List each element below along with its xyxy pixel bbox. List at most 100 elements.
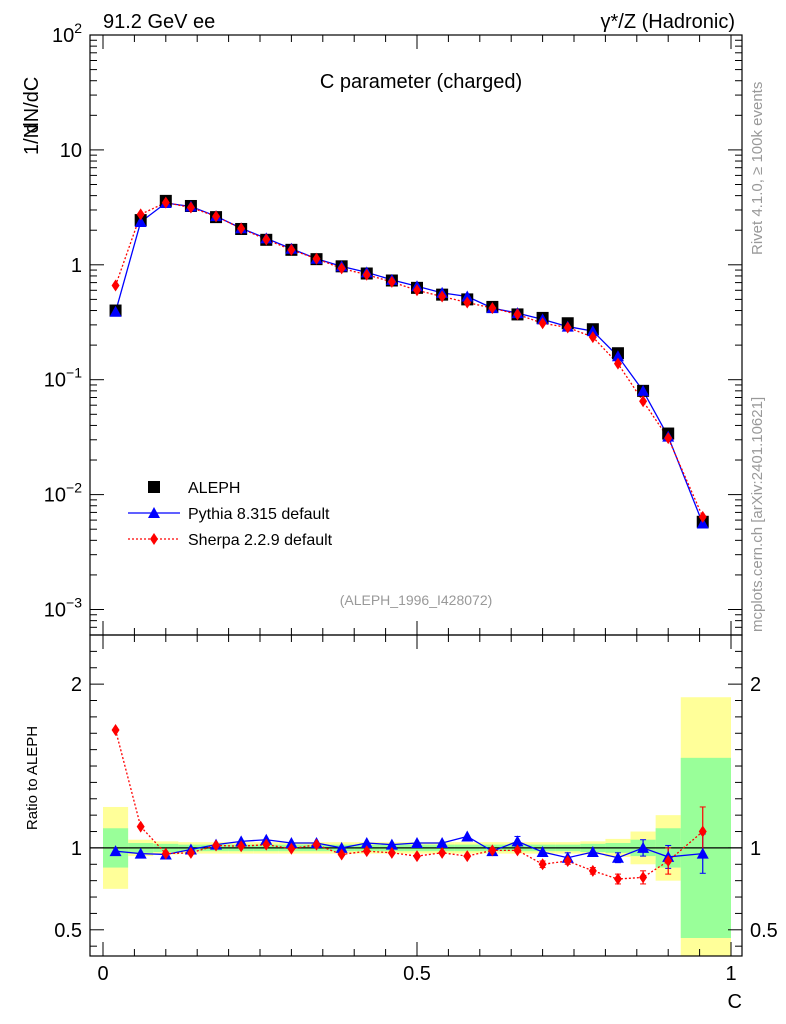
ratio-plot: 0.5 0.5 1 1 2 2 0 0.5 1 <box>54 634 778 985</box>
main-point-s2-11 <box>387 275 396 288</box>
ratio-point-s1-3 <box>186 846 195 859</box>
main-point-s2-6 <box>262 233 271 246</box>
main-point-s2-2 <box>161 196 170 209</box>
main-point-s2-12 <box>413 284 421 297</box>
ratio-point-s1-7 <box>287 842 296 855</box>
main-point-s1-23 <box>696 517 709 529</box>
main-ylabel-inv-n: 1/N <box>21 124 43 155</box>
main-point-s2-9 <box>337 262 346 275</box>
main-point-s2-19 <box>588 331 597 344</box>
main-ytick-label: 10−3 <box>44 595 82 622</box>
ratio-point-s1-18 <box>563 855 572 868</box>
ratio-point-s0-0 <box>109 845 122 857</box>
ratio-point-s0-9 <box>335 841 348 853</box>
header-left: 91.2 GeV ee <box>103 11 215 33</box>
rivet-label: Rivet 4.1.0, ≥ 100k events <box>749 82 766 255</box>
ratio-point-s1-21 <box>639 871 648 884</box>
legend-label-1: Pythia 8.315 default <box>188 506 330 523</box>
ratio-point-s1-23 <box>698 825 707 838</box>
ratio-point-s1-13 <box>438 846 447 859</box>
main-point-s2-14 <box>463 296 472 309</box>
ratio-point-s1-22 <box>664 855 673 868</box>
main-ytick-label: 1 <box>71 255 82 277</box>
ratio-ytick-label-left: 1 <box>71 838 82 860</box>
ratio-point-s0-14 <box>461 830 474 842</box>
main-marks <box>109 194 709 529</box>
main-point-s2-4 <box>212 210 221 223</box>
main-line-2 <box>114 201 704 518</box>
ratio-xtick-label: 1 <box>725 963 736 985</box>
ratio-point-s1-2 <box>161 847 170 860</box>
ratio-point-s1-9 <box>337 848 346 861</box>
ratio-ylabel: Ratio to ALEPH <box>24 726 41 830</box>
legend: ALEPH Pythia 8.315 default Sherpa 2.2.9 de… <box>128 480 333 549</box>
main-point-s1-19 <box>586 325 599 337</box>
main-point-s2-7 <box>287 243 296 256</box>
ratio-point-s0-17 <box>536 846 549 858</box>
legend-marker-2 <box>150 533 158 545</box>
ratio-point-s0-19 <box>586 846 599 858</box>
main-point-s1-0 <box>109 305 122 317</box>
ratio-ytick-label-left: 2 <box>71 674 82 696</box>
main-point-s2-5 <box>237 222 246 235</box>
main-point-s2-13 <box>438 290 447 303</box>
legend-label-2: Sherpa 2.2.9 default <box>188 532 333 549</box>
ratio-point-s1-15 <box>488 844 497 857</box>
ratio-point-s1-8 <box>312 838 321 851</box>
main-point-s2-1 <box>136 208 145 221</box>
ratio-point-s0-7 <box>285 836 298 848</box>
ratio-point-s1-4 <box>212 839 221 852</box>
main-point-s2-21 <box>639 395 648 408</box>
ratio-axes: 0.5 0.5 1 1 2 2 0 0.5 1 <box>54 635 778 985</box>
main-point-s2-17 <box>538 317 547 330</box>
ratio-point-s0-13 <box>436 836 449 848</box>
ratio-point-s1-5 <box>237 840 246 853</box>
ratio-point-s1-0 <box>111 723 120 736</box>
main-plot: 102 10 1 10−1 10−2 10−3 C parameter (charged)… <box>44 20 743 636</box>
main-point-s2-18 <box>563 321 572 334</box>
main-axes: 102 10 1 10−1 10−2 10−3 <box>44 20 742 636</box>
ratio-point-s0-11 <box>385 838 398 850</box>
ratio-ytick-label-left: 0.5 <box>54 920 82 942</box>
ratio-point-s1-14 <box>463 850 472 863</box>
ratio-point-s0-10 <box>360 836 373 848</box>
ratio-xtick-label: 0.5 <box>403 963 431 985</box>
main-point-s1-14 <box>461 290 474 302</box>
ratio-ytick-label-right: 2 <box>750 674 761 696</box>
main-point-s2-10 <box>362 268 371 281</box>
ratio-point-s1-12 <box>413 850 421 863</box>
mcplots-label: mcplots.cern.ch [arXiv:2401.10621] <box>749 397 766 632</box>
ratio-marks <box>90 697 742 956</box>
main-point-s1-20 <box>611 350 624 362</box>
header-right: γ*/Z (Hadronic) <box>601 11 735 33</box>
ratio-point-s0-1 <box>134 847 147 859</box>
main-point-s1-1 <box>134 215 147 227</box>
ratio-point-s1-16 <box>513 844 522 857</box>
ratio-ytick-label-right: 1 <box>750 838 761 860</box>
main-ylabel-dndc: dN/dC <box>21 77 43 134</box>
legend-marker-1 <box>148 507 160 518</box>
ratio-point-s1-1 <box>136 820 145 833</box>
ratio-point-s1-6 <box>262 838 271 851</box>
main-ytick-label: 10−1 <box>44 365 82 392</box>
ratio-point-s0-20 <box>611 851 624 863</box>
ratio-point-s0-16 <box>511 835 524 847</box>
ratio-point-s1-10 <box>362 845 371 858</box>
main-point-s2-8 <box>312 252 321 265</box>
ratio-point-s1-17 <box>538 858 547 871</box>
main-point-s2-0 <box>111 279 120 292</box>
ratio-xtick-label: 0 <box>97 963 108 985</box>
ratio-point-s0-23 <box>696 847 709 859</box>
main-ytick-label: 102 <box>52 20 82 47</box>
main-point-s1-21 <box>637 384 650 396</box>
analysis-tag: (ALEPH_1996_I428072) <box>340 592 493 608</box>
legend-label-0: ALEPH <box>188 480 240 497</box>
main-point-s2-22 <box>664 432 673 445</box>
main-ytick-label: 10 <box>60 140 82 162</box>
ratio-line-0 <box>115 835 703 859</box>
legend-marker-0 <box>148 481 160 493</box>
x-axis-label: C <box>728 991 742 1013</box>
ratio-point-s1-20 <box>613 873 622 886</box>
main-point-s2-15 <box>488 302 497 315</box>
